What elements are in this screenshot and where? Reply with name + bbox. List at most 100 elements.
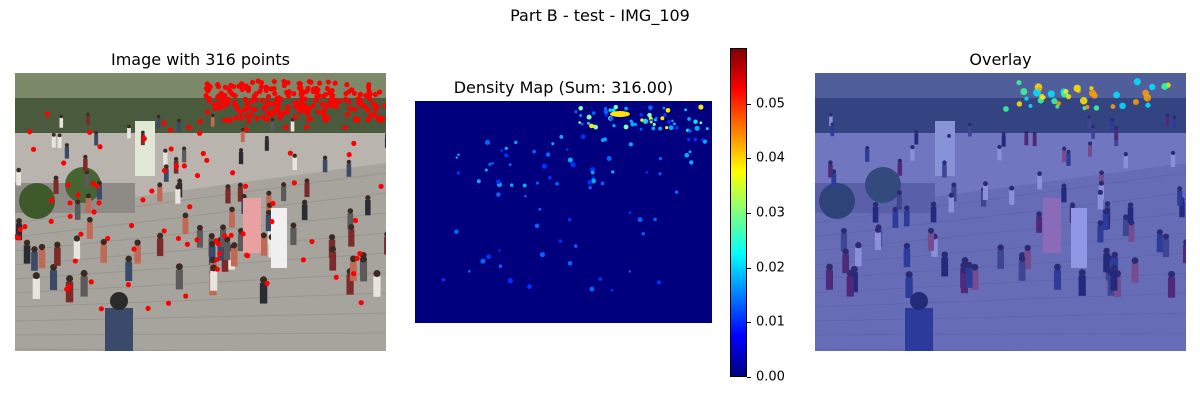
annotation-point — [258, 80, 265, 86]
annotation-point — [222, 233, 228, 239]
annotation-point — [257, 88, 263, 94]
panel-2-title: Density Map (Sum: 316.00) — [453, 78, 674, 97]
annotation-point — [226, 86, 232, 92]
density-heatmap — [441, 104, 709, 292]
overlay-scene — [815, 73, 1186, 351]
annotation-point — [228, 232, 234, 238]
annotation-point — [161, 120, 167, 126]
density-blob — [567, 157, 573, 163]
annotation-point — [333, 274, 339, 280]
density-blob — [441, 277, 446, 282]
density-blob — [532, 149, 536, 154]
annotation-point — [322, 105, 328, 111]
annotation-point — [242, 96, 249, 102]
annotation-point — [377, 89, 383, 95]
annotation-point — [370, 101, 376, 107]
overlay-hotspot — [1143, 94, 1152, 102]
overlay-hotspot — [1079, 96, 1088, 105]
density-blob — [650, 120, 653, 124]
overlay-hotspot — [1088, 89, 1096, 97]
annotation-point — [315, 109, 321, 115]
density-blob — [509, 183, 514, 187]
annotation-point — [277, 114, 283, 120]
density-blob — [648, 105, 653, 111]
annotation-point — [165, 300, 172, 306]
overlay-hotspot — [1033, 88, 1041, 97]
annotation-point — [94, 183, 100, 189]
density-blob — [701, 138, 704, 142]
density-blob — [534, 223, 540, 228]
annotation-point — [367, 91, 373, 97]
annotation-point — [342, 124, 348, 131]
colorbar-tick-label: 0.00 — [756, 369, 785, 385]
density-blob — [658, 156, 663, 161]
annotation-point — [254, 115, 260, 122]
annotation-point — [278, 96, 284, 102]
annotation-point — [264, 85, 270, 92]
overlay-hotspot — [1016, 101, 1023, 107]
annotation-point — [234, 104, 240, 110]
density-blob — [668, 125, 674, 131]
density-blob — [589, 167, 595, 173]
annotation-point — [183, 293, 189, 299]
density-blob — [684, 108, 687, 112]
annotation-point — [372, 106, 378, 112]
density-blob — [522, 183, 527, 188]
density-blob — [628, 270, 632, 273]
density-blob — [654, 116, 658, 120]
density-blob — [491, 161, 495, 165]
annotation-point — [313, 97, 319, 104]
annotation-point — [161, 167, 168, 174]
colorbar-tick-mark — [747, 322, 751, 324]
density-blob — [507, 278, 513, 284]
density-blob — [694, 125, 700, 131]
colorbar-tick-label: 0.03 — [756, 205, 785, 221]
annotation-point — [264, 280, 270, 286]
annotation-point — [329, 87, 335, 94]
density-blob — [641, 232, 645, 236]
annotation-point — [305, 85, 311, 92]
annotation-point — [78, 231, 84, 237]
figure-suptitle: Part B - test - IMG_109 — [510, 6, 690, 25]
density-blob — [590, 170, 595, 175]
annotation-point — [346, 88, 352, 95]
colorbar-tick-mark — [747, 213, 751, 214]
colorbar-tick-mark — [747, 158, 751, 160]
annotation-point — [283, 124, 289, 130]
annotation-point — [229, 170, 236, 176]
annotation-point — [293, 104, 299, 110]
overlay-hotspot — [1113, 91, 1120, 99]
annotation-point — [72, 258, 78, 264]
annotation-point — [217, 104, 223, 110]
density-blob — [480, 258, 486, 264]
density-blob — [524, 194, 527, 198]
density-blob — [665, 107, 671, 113]
density-blob — [600, 181, 605, 186]
density-blob — [639, 127, 643, 131]
density-blob — [611, 170, 615, 174]
annotation-point — [304, 111, 311, 117]
annotation-point — [215, 84, 222, 90]
annotation-point — [316, 93, 322, 99]
density-blob — [484, 139, 491, 145]
annotation-point — [253, 91, 259, 97]
density-blob — [647, 112, 652, 118]
annotation-point — [244, 101, 250, 107]
density-blob — [498, 249, 501, 252]
density-blob — [504, 146, 508, 151]
density-blob — [652, 122, 656, 126]
scene — [15, 73, 386, 351]
density-blob — [611, 108, 616, 113]
annotation-point — [168, 146, 174, 152]
annotation-point — [375, 116, 381, 122]
overlay-hotspot — [1039, 93, 1045, 100]
density-blob — [565, 148, 569, 151]
density-blob — [608, 108, 612, 112]
overlay-hotspot — [1003, 106, 1009, 112]
annotation-point — [131, 246, 137, 252]
density-blob — [687, 117, 691, 121]
density-blob — [702, 139, 708, 144]
density-blob — [488, 162, 492, 166]
annotation-point — [269, 101, 275, 107]
annotation-point — [258, 84, 265, 90]
